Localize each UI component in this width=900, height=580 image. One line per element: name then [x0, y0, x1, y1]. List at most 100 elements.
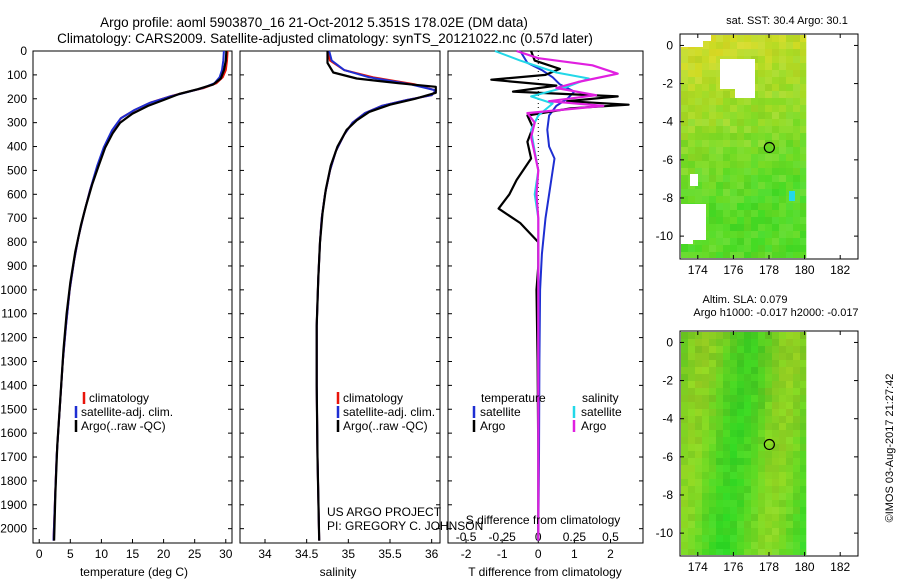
map-cell — [772, 147, 779, 154]
map-cell — [772, 77, 779, 84]
map-cell — [779, 70, 786, 77]
temperature-panel: 0 5 10 15 20 25 30 — [32, 50, 233, 561]
map-cell — [723, 535, 730, 542]
map-cell — [758, 388, 765, 395]
map-cell — [758, 374, 765, 381]
map-cell — [737, 507, 744, 514]
series-line-salinity-argo — [516, 49, 619, 541]
map-cell — [800, 388, 807, 395]
map-cell — [702, 388, 709, 395]
map-cell — [702, 182, 709, 189]
map-cell — [786, 154, 793, 161]
map-cell — [681, 126, 688, 133]
map-cell — [716, 514, 723, 521]
map-cell — [709, 353, 716, 360]
map-cell — [730, 430, 737, 437]
map-cell — [786, 91, 793, 98]
map-cell — [765, 472, 772, 479]
map-cell — [779, 84, 786, 91]
map-cell — [744, 105, 751, 112]
legend-label-sal-satellite: satellite — [581, 405, 622, 419]
map-cell — [723, 423, 730, 430]
map-cell — [688, 472, 695, 479]
depth-tick-label: 2000 — [0, 522, 27, 536]
map-cell — [688, 402, 695, 409]
map-cell — [786, 437, 793, 444]
map-cell — [786, 126, 793, 133]
map-cell — [765, 147, 772, 154]
map-cell — [779, 252, 786, 258]
map-cell — [695, 175, 702, 182]
plot-frame — [239, 50, 441, 544]
map-cell — [681, 374, 688, 381]
map-nodata-patch — [703, 35, 711, 41]
map-cell — [730, 465, 737, 472]
map-cell — [779, 507, 786, 514]
map-cell — [765, 339, 772, 346]
difference-legend: temperature salinity satellite Argo sate… — [472, 391, 622, 433]
map-cell — [695, 409, 702, 416]
map-cell — [758, 402, 765, 409]
map-cell — [709, 119, 716, 126]
legend-label-satellite: satellite-adj. clim. — [343, 405, 435, 419]
map-cell — [758, 49, 765, 56]
map-cell — [744, 367, 751, 374]
map-cell — [751, 507, 758, 514]
map-cell — [716, 42, 723, 49]
map-cell — [730, 346, 737, 353]
map-cell — [737, 35, 744, 42]
map-cell — [800, 367, 807, 374]
map-cell — [751, 35, 758, 42]
map-cell — [723, 196, 730, 203]
map-cell — [772, 479, 779, 486]
map-cell — [772, 196, 779, 203]
map-cell — [737, 458, 744, 465]
map-cell — [681, 402, 688, 409]
map-cell — [737, 528, 744, 535]
map-cell — [786, 105, 793, 112]
map-cell — [716, 224, 723, 231]
map-cell — [793, 416, 800, 423]
map-cell — [751, 168, 758, 175]
map-cell — [772, 332, 779, 339]
map-cell — [758, 465, 765, 472]
map-cell — [702, 507, 709, 514]
map-cell — [765, 196, 772, 203]
map-cell — [786, 521, 793, 528]
legend-label-satellite: satellite-adj. clim. — [81, 405, 173, 419]
map-cell — [702, 98, 709, 105]
map-cell — [709, 521, 716, 528]
map-cell — [709, 542, 716, 549]
map-cell — [772, 70, 779, 77]
map-cell — [765, 203, 772, 210]
map-cell — [716, 416, 723, 423]
map-cell — [779, 451, 786, 458]
map-cell — [723, 126, 730, 133]
map-cell — [702, 196, 709, 203]
map-cell — [744, 430, 751, 437]
map-cell — [744, 458, 751, 465]
map-cell — [772, 416, 779, 423]
map-y-tick-label: -2 — [662, 77, 673, 91]
map-cell — [681, 409, 688, 416]
map-cell — [716, 388, 723, 395]
map-cell — [688, 196, 695, 203]
map-cell — [786, 112, 793, 119]
map-cell — [744, 231, 751, 238]
map-cell — [758, 444, 765, 451]
map-cell — [716, 56, 723, 63]
map-cell — [688, 500, 695, 507]
map-cell — [737, 210, 744, 217]
ssh-map-title: Altim. SLA: 0.079 — [703, 294, 788, 306]
map-cell — [772, 210, 779, 217]
map-cell — [765, 388, 772, 395]
difference-panel: -2 -1 0 1 2-0.5 -0.25 0 0.25 0.5 — [447, 49, 644, 561]
map-cell — [702, 493, 709, 500]
map-cell — [793, 217, 800, 224]
map-cell — [779, 196, 786, 203]
map-cell — [681, 381, 688, 388]
map-cell — [744, 360, 751, 367]
map-cell — [723, 388, 730, 395]
map-cell — [695, 472, 702, 479]
map-cell — [709, 70, 716, 77]
